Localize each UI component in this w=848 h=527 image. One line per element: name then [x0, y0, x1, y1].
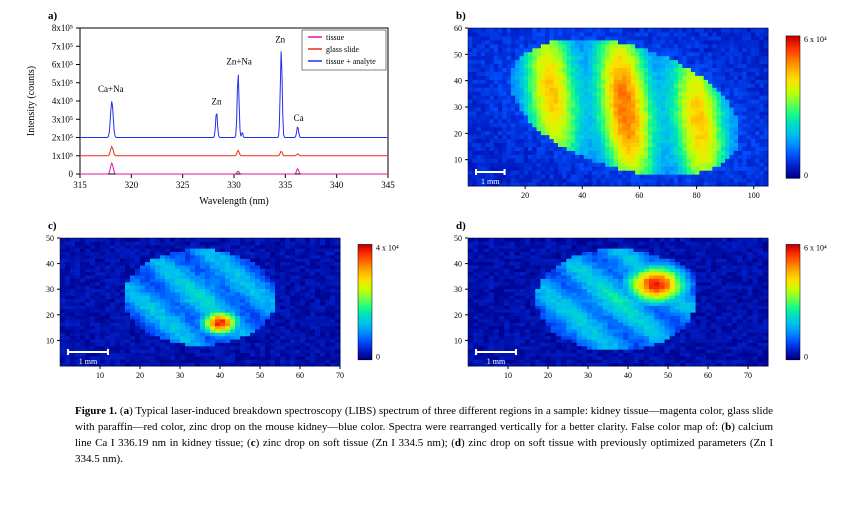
- panel-b: b) 20 40 60 80 100 10 20 30 40 50 60 6 x 10⁴ 0 1 mm: [428, 10, 828, 210]
- svg-text:7x10⁵: 7x10⁵: [52, 41, 73, 51]
- svg-text:3x10⁵: 3x10⁵: [52, 114, 73, 124]
- svg-text:40: 40: [578, 191, 586, 200]
- svg-text:1 mm: 1 mm: [481, 177, 500, 186]
- svg-text:315: 315: [73, 180, 87, 190]
- panel-b-label: b): [456, 10, 466, 22]
- svg-text:60: 60: [635, 191, 643, 200]
- heatmap-b: 20 40 60 80 100 10 20 30 40 50 60 6 x 10⁴ 0 1 mm: [428, 10, 828, 210]
- svg-text:50: 50: [454, 50, 462, 59]
- figure-caption: Figure 1. (a) Typical laser-induced brea…: [20, 400, 828, 468]
- svg-text:tissue + analyte: tissue + analyte: [326, 57, 376, 66]
- svg-text:325: 325: [176, 180, 190, 190]
- svg-text:20: 20: [454, 129, 462, 138]
- svg-text:40: 40: [454, 77, 462, 86]
- figure-grid: a) 315 320 325 330 335 340 345 0 1x10⁵ 2x10⁵ 3x10⁵…: [20, 10, 828, 468]
- svg-text:60: 60: [454, 24, 462, 33]
- svg-text:0: 0: [69, 169, 74, 179]
- svg-text:8x10⁵: 8x10⁵: [52, 23, 73, 33]
- svg-text:6x10⁵: 6x10⁵: [52, 60, 73, 70]
- svg-text:30: 30: [454, 103, 462, 112]
- caption-body: (a) Typical laser-induced breakdown spec…: [75, 405, 773, 465]
- svg-text:Intensity (counts): Intensity (counts): [26, 66, 37, 136]
- svg-text:1x10⁵: 1x10⁵: [52, 151, 73, 161]
- panel-c-label: c): [48, 220, 57, 232]
- svg-text:Zn+Na: Zn+Na: [226, 57, 252, 67]
- svg-text:Ca+Na: Ca+Na: [98, 84, 124, 94]
- svg-text:100: 100: [748, 191, 760, 200]
- svg-text:Ca: Ca: [294, 113, 304, 123]
- svg-text:20: 20: [521, 191, 529, 200]
- svg-text:5x10⁵: 5x10⁵: [52, 78, 73, 88]
- svg-text:330: 330: [227, 180, 241, 190]
- heatmap-c: 1020304050607010203040504 x 10⁴01 mm: [20, 220, 400, 390]
- svg-text:10: 10: [454, 156, 462, 165]
- svg-text:345: 345: [381, 180, 395, 190]
- svg-text:335: 335: [279, 180, 293, 190]
- panel-a-label: a): [48, 10, 57, 22]
- svg-text:340: 340: [330, 180, 344, 190]
- svg-text:6 x 10⁴: 6 x 10⁴: [804, 35, 827, 44]
- spectrum-plot: 315 320 325 330 335 340 345 0 1x10⁵ 2x10⁵ 3x10⁵ 4x1…: [20, 10, 400, 210]
- panel-d: d) 1020304050607010203040506 x 10⁴01 mm: [428, 220, 828, 390]
- svg-text:Zn: Zn: [275, 35, 285, 45]
- svg-text:0: 0: [804, 171, 808, 180]
- svg-text:2x10⁵: 2x10⁵: [52, 133, 73, 143]
- svg-text:tissue: tissue: [326, 33, 345, 42]
- svg-text:glass slide: glass slide: [326, 45, 360, 54]
- panel-d-label: d): [456, 220, 466, 232]
- figure-number: Figure 1.: [75, 405, 117, 417]
- svg-text:4x10⁵: 4x10⁵: [52, 96, 73, 106]
- svg-text:320: 320: [125, 180, 139, 190]
- panel-a: a) 315 320 325 330 335 340 345 0 1x10⁵ 2x10⁵ 3x10⁵…: [20, 10, 408, 210]
- svg-text:Wavelength (nm): Wavelength (nm): [199, 196, 268, 207]
- svg-text:80: 80: [693, 191, 701, 200]
- heatmap-d: 1020304050607010203040506 x 10⁴01 mm: [428, 220, 828, 390]
- svg-text:Zn: Zn: [212, 97, 222, 107]
- panel-c: c) 1020304050607010203040504 x 10⁴01 mm: [20, 220, 408, 390]
